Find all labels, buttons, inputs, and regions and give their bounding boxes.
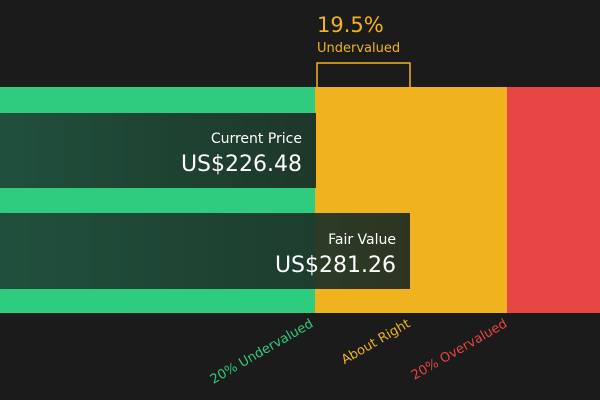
current-price-label: Current Price (211, 131, 302, 147)
percent: 19.5% (317, 13, 384, 37)
current-price-value: US$226.48 (181, 152, 302, 177)
fair-value-bar (0, 213, 410, 289)
bracket (316, 62, 411, 87)
status: Undervalued (317, 41, 400, 56)
fair-value-value: US$281.26 (275, 253, 396, 278)
fair-value-label: Fair Value (328, 232, 396, 248)
zone-overvalued (507, 87, 600, 313)
current-price-bar (0, 113, 316, 188)
